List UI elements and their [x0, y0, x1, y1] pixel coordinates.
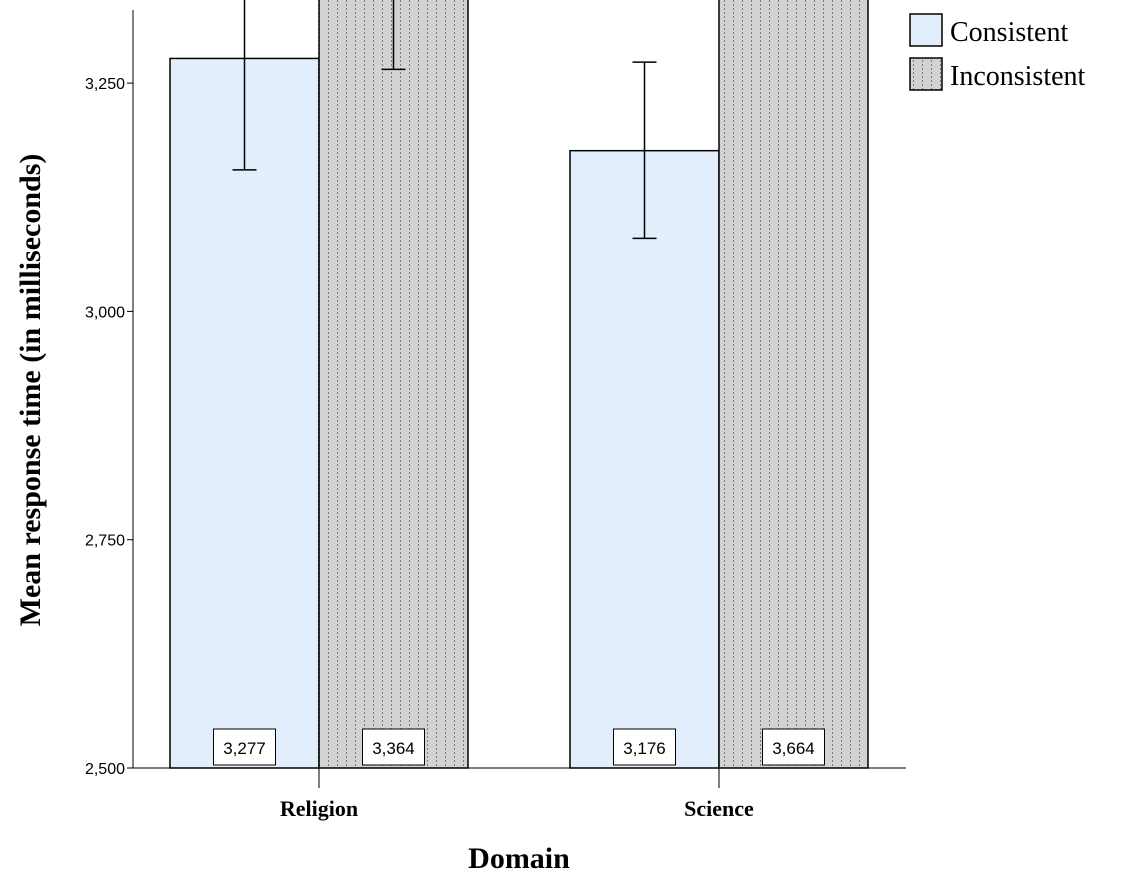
y-tick-label: 2,500 [85, 761, 125, 778]
error-bar-consistent-science [632, 61, 657, 240]
bar-consistent-religion [169, 57, 320, 769]
svg-text:3,364: 3,364 [372, 739, 415, 758]
y-axis-title: Mean response time (in milliseconds) [14, 154, 47, 627]
category-label-religion: Religion [280, 796, 358, 821]
error-bar-consistent-religion [232, 0, 257, 171]
legend-swatch [909, 57, 943, 91]
legend: Consistent Inconsistent [909, 13, 1086, 92]
value-label-inconsistent-religion: 3,364 [362, 728, 425, 766]
bars [169, 0, 869, 769]
bar-inconsistent-religion [318, 0, 469, 769]
y-tick-label: 3,000 [85, 304, 125, 321]
error-bars [232, 0, 657, 240]
legend-swatch [909, 13, 943, 47]
value-labels: 3,277 3,364 3,176 3,664 [213, 728, 825, 766]
legend-item-inconsistent: Inconsistent [909, 57, 1086, 92]
svg-text:3,664: 3,664 [772, 739, 815, 758]
value-label-consistent-science: 3,176 [613, 728, 676, 766]
legend-label: Consistent [950, 17, 1068, 48]
svg-text:3,176: 3,176 [623, 739, 666, 758]
bar-consistent-science [569, 149, 720, 769]
legend-label: Inconsistent [950, 61, 1086, 92]
y-tick-label: 2,750 [85, 533, 125, 550]
svg-text:3,277: 3,277 [223, 739, 266, 758]
legend-item-consistent: Consistent [909, 13, 1068, 48]
bar-inconsistent-science [718, 0, 869, 769]
value-label-inconsistent-science: 3,664 [762, 728, 825, 766]
value-label-consistent-religion: 3,277 [213, 728, 276, 766]
x-axis-title: Domain [468, 842, 570, 875]
error-bar-inconsistent-religion [381, 0, 406, 71]
y-tick-label: 3,250 [85, 76, 125, 93]
x-categories: Religion Science [280, 768, 754, 821]
category-label-science: Science [684, 796, 754, 821]
